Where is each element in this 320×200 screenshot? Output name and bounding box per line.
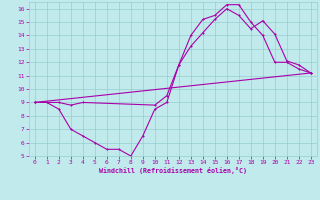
- X-axis label: Windchill (Refroidissement éolien,°C): Windchill (Refroidissement éolien,°C): [99, 167, 247, 174]
